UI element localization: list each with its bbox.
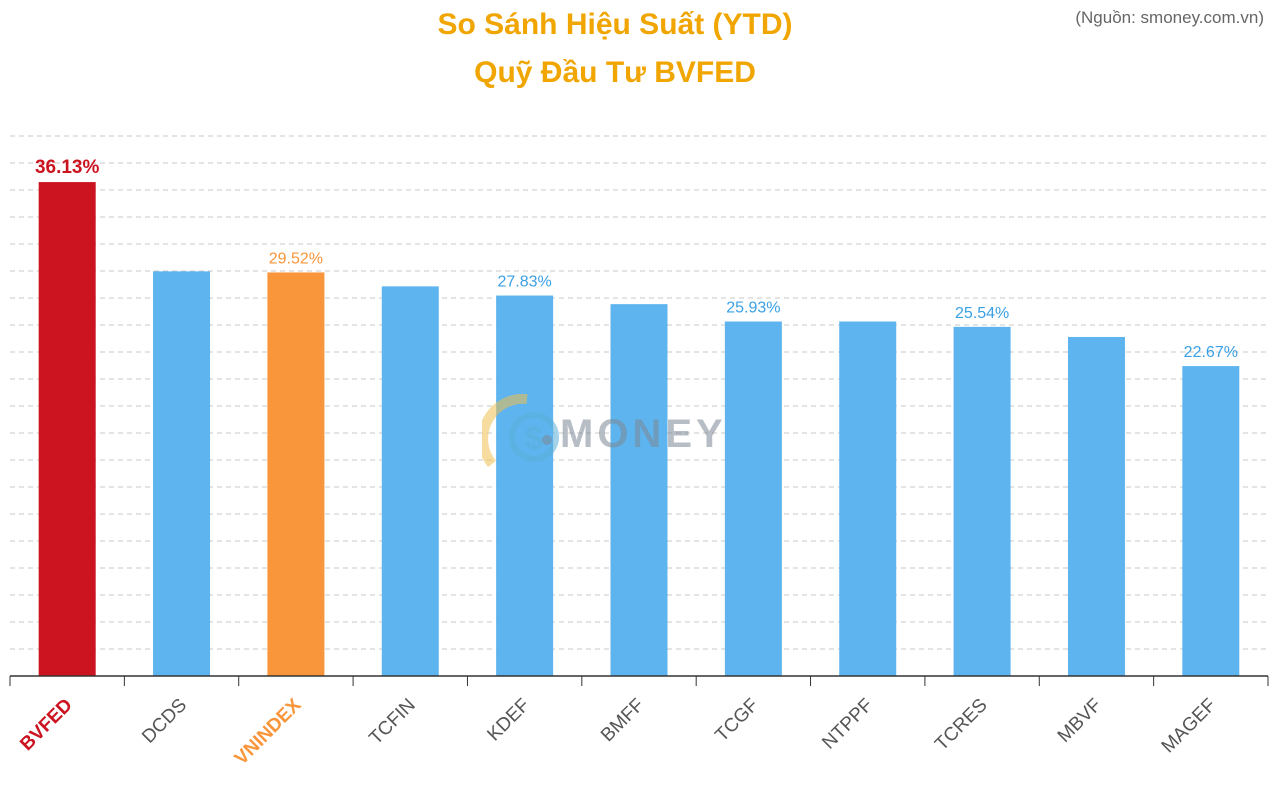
- bar-tcfin: [381, 286, 439, 676]
- bar-tcgf: [724, 321, 782, 676]
- chart-subtitle: Quỹ Đầu Tư BVFED: [474, 56, 756, 89]
- data-label: 36.13%: [35, 157, 100, 178]
- data-label: 29.52%: [269, 250, 323, 267]
- bar-ntppf: [839, 321, 897, 676]
- bar-bvfed: [38, 182, 96, 676]
- bar-dcds: [153, 271, 211, 676]
- tick-label: TCFIN: [365, 695, 419, 749]
- source-note: (Nguồn: smoney.com.vn): [1075, 8, 1264, 27]
- bar-mbvf: [1067, 336, 1125, 676]
- tick-label: TCRES: [931, 695, 991, 755]
- bar-magef: [1182, 366, 1240, 676]
- tick-label: BVFED: [16, 695, 76, 755]
- bar-bmff: [610, 304, 668, 676]
- bar-tcres: [953, 326, 1011, 676]
- tick-label: TCGF: [711, 695, 762, 746]
- tick-label: MBVF: [1054, 695, 1106, 747]
- tick-label: BMFF: [597, 695, 648, 746]
- data-label: 22.67%: [1184, 344, 1238, 361]
- chart-title: So Sánh Hiệu Suất (YTD): [437, 8, 793, 41]
- data-label: 25.93%: [726, 300, 780, 317]
- tick-label: DCDS: [138, 695, 191, 748]
- tick-label: KDEF: [483, 695, 534, 746]
- tick-label: MAGEF: [1158, 695, 1221, 758]
- data-label: 27.83%: [498, 274, 552, 291]
- tick-label: VNINDEX: [231, 694, 306, 769]
- data-label: 25.54%: [955, 305, 1009, 322]
- bar-vnindex: [267, 272, 325, 676]
- tick-label: NTPPF: [818, 695, 877, 754]
- bar-kdef: [496, 295, 554, 676]
